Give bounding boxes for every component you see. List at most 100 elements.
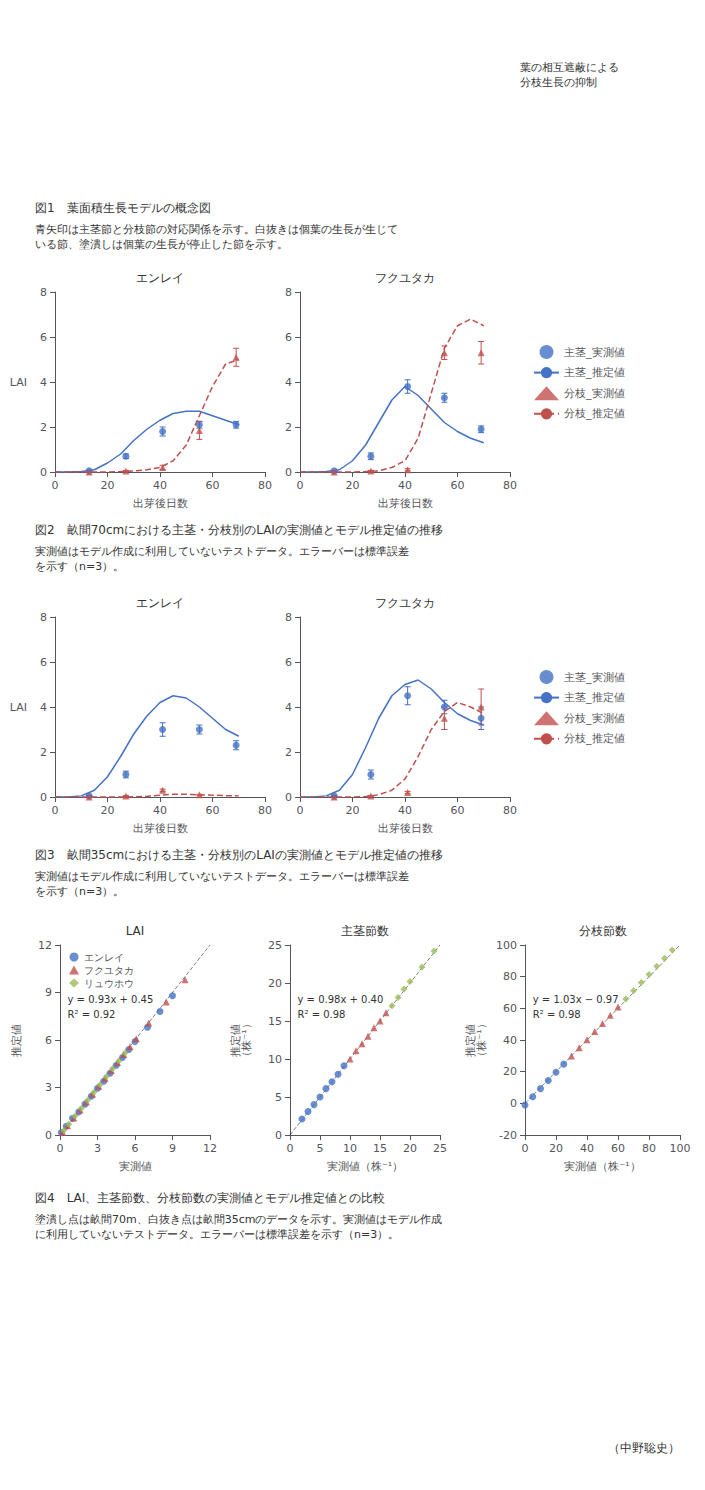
svg-text:40: 40: [503, 1034, 517, 1047]
svg-text:エンレイ: エンレイ: [136, 596, 184, 610]
svg-text:2: 2: [40, 746, 47, 759]
svg-text:葉の相互遮蔽による: 葉の相互遮蔽による: [520, 61, 619, 74]
svg-text:分枝_実測値: 分枝_実測値: [564, 387, 625, 400]
svg-text:9: 9: [45, 986, 52, 999]
svg-text:6: 6: [285, 656, 292, 669]
svg-text:8: 8: [285, 286, 292, 299]
svg-text:主茎_実測値: 主茎_実測値: [564, 346, 625, 359]
svg-text:図1 葉面積生長モデルの概念図: 図1 葉面積生長モデルの概念図: [35, 201, 211, 215]
svg-text:6: 6: [132, 1142, 139, 1155]
svg-text:60: 60: [206, 804, 220, 817]
svg-text:20: 20: [268, 977, 282, 990]
svg-text:y = 1.03x − 0.97: y = 1.03x − 0.97: [533, 994, 619, 1005]
svg-text:10: 10: [343, 1142, 357, 1155]
svg-text:0: 0: [40, 791, 47, 804]
svg-text:実測値: 実測値: [119, 1160, 152, 1173]
svg-text:5: 5: [317, 1142, 324, 1155]
svg-text:分枝生長の抑制: 分枝生長の抑制: [520, 76, 597, 89]
svg-text:リュウホウ: リュウホウ: [84, 978, 134, 989]
svg-text:40: 40: [153, 479, 167, 492]
svg-text:20: 20: [101, 479, 115, 492]
svg-text:y = 0.98x + 0.40: y = 0.98x + 0.40: [298, 994, 384, 1005]
svg-text:8: 8: [40, 611, 47, 624]
svg-text:分枝_推定値: 分枝_推定値: [564, 407, 625, 420]
svg-text:-20: -20: [499, 1129, 517, 1142]
svg-text:80: 80: [503, 479, 517, 492]
svg-text:（株⁻¹）: （株⁻¹）: [240, 1018, 253, 1061]
svg-text:分枝_実測値: 分枝_実測値: [564, 712, 625, 725]
svg-text:80: 80: [258, 479, 272, 492]
svg-text:3: 3: [45, 1081, 52, 1094]
svg-text:20: 20: [346, 479, 360, 492]
svg-text:0: 0: [52, 479, 59, 492]
svg-text:0: 0: [45, 1129, 52, 1142]
svg-text:0: 0: [285, 466, 292, 479]
svg-text:出芽後日数: 出芽後日数: [133, 497, 188, 510]
svg-text:出芽後日数: 出芽後日数: [378, 497, 433, 510]
svg-text:を示す（n=3）。: を示す（n=3）。: [35, 560, 124, 573]
svg-text:8: 8: [40, 286, 47, 299]
svg-text:60: 60: [451, 479, 465, 492]
svg-text:出芽後日数: 出芽後日数: [133, 822, 188, 835]
svg-text:0: 0: [297, 479, 304, 492]
svg-text:フクユタカ: フクユタカ: [375, 271, 435, 285]
svg-text:に利用していないテストデータ。エラーバーは標準誤差を示す（n: に利用していないテストデータ。エラーバーは標準誤差を示す（n=3）。: [35, 1228, 399, 1241]
svg-text:100: 100: [670, 1142, 691, 1155]
svg-text:60: 60: [451, 804, 465, 817]
svg-text:（中野聡史）: （中野聡史）: [608, 1441, 680, 1455]
svg-text:80: 80: [503, 970, 517, 983]
svg-text:15: 15: [373, 1142, 387, 1155]
svg-text:LAI: LAI: [10, 376, 27, 389]
svg-text:エンレイ: エンレイ: [84, 952, 124, 963]
svg-text:4: 4: [285, 376, 292, 389]
svg-text:60: 60: [503, 1002, 517, 1015]
svg-text:主茎節数: 主茎節数: [341, 924, 389, 938]
svg-text:4: 4: [40, 376, 47, 389]
svg-text:2: 2: [40, 421, 47, 434]
svg-text:青矢印は主茎節と分枝節の対応関係を示す。白抜きは個葉の生長が: 青矢印は主茎節と分枝節の対応関係を示す。白抜きは個葉の生長が生じて: [35, 223, 398, 236]
svg-text:40: 40: [398, 479, 412, 492]
svg-text:80: 80: [258, 804, 272, 817]
svg-text:6: 6: [285, 331, 292, 344]
svg-text:60: 60: [611, 1142, 625, 1155]
svg-text:R² = 0.98: R² = 0.98: [533, 1009, 581, 1020]
svg-text:出芽後日数: 出芽後日数: [378, 822, 433, 835]
svg-text:主茎_推定値: 主茎_推定値: [564, 366, 625, 379]
svg-text:0: 0: [275, 1129, 282, 1142]
svg-text:5: 5: [275, 1091, 282, 1104]
svg-text:8: 8: [285, 611, 292, 624]
svg-text:25: 25: [268, 939, 282, 952]
svg-text:80: 80: [642, 1142, 656, 1155]
svg-text:12: 12: [38, 939, 52, 952]
svg-text:を示す（n=3）。: を示す（n=3）。: [35, 885, 124, 898]
svg-text:図4 LAI、主茎節数、分枝節数の実測値とモデル推定値との比: 図4 LAI、主茎節数、分枝節数の実測値とモデル推定値との比較: [35, 1191, 385, 1205]
svg-text:実測値（株⁻¹）: 実測値（株⁻¹）: [564, 1160, 640, 1173]
svg-text:2: 2: [285, 746, 292, 759]
svg-text:20: 20: [503, 1065, 517, 1078]
svg-text:100: 100: [496, 939, 517, 952]
svg-text:図2 畝間70cmにおける主茎・分枝別のLAIの実測値とモデ: 図2 畝間70cmにおける主茎・分枝別のLAIの実測値とモデル推定値の推移: [35, 523, 443, 537]
svg-text:0: 0: [40, 466, 47, 479]
svg-text:20: 20: [101, 804, 115, 817]
svg-text:LAI: LAI: [10, 701, 27, 714]
svg-text:分枝_推定値: 分枝_推定値: [564, 732, 625, 745]
svg-text:60: 60: [206, 479, 220, 492]
svg-text:0: 0: [297, 804, 304, 817]
svg-text:0: 0: [510, 1097, 517, 1110]
svg-text:実測値はモデル作成に利用していないテストデータ。エラーバーは: 実測値はモデル作成に利用していないテストデータ。エラーバーは標準誤差: [35, 870, 409, 883]
svg-text:40: 40: [153, 804, 167, 817]
svg-text:主茎_実測値: 主茎_実測値: [564, 671, 625, 684]
svg-text:2: 2: [285, 421, 292, 434]
svg-text:6: 6: [45, 1034, 52, 1047]
svg-text:10: 10: [268, 1053, 282, 1066]
svg-text:20: 20: [549, 1142, 563, 1155]
svg-text:6: 6: [40, 656, 47, 669]
svg-text:分枝節数: 分枝節数: [579, 924, 627, 938]
svg-text:15: 15: [268, 1015, 282, 1028]
svg-text:4: 4: [285, 701, 292, 714]
svg-text:40: 40: [398, 804, 412, 817]
svg-text:0: 0: [57, 1142, 64, 1155]
svg-text:主茎_推定値: 主茎_推定値: [564, 691, 625, 704]
svg-text:6: 6: [40, 331, 47, 344]
svg-text:実測値はモデル作成に利用していないテストデータ。エラーバーは: 実測値はモデル作成に利用していないテストデータ。エラーバーは標準誤差: [35, 545, 409, 558]
